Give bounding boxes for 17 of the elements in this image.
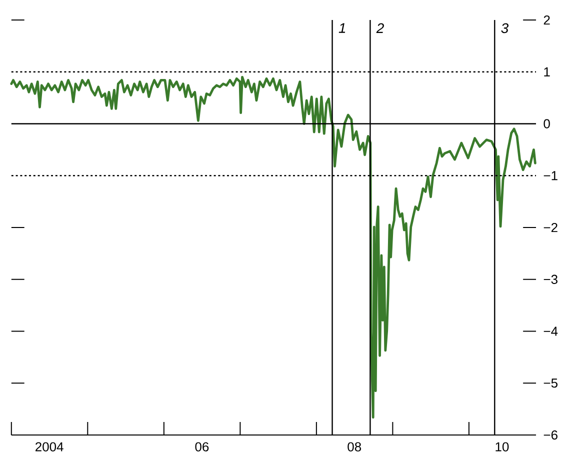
y-tick-label: −1 [544,171,558,180]
x-tick-label: 10 [496,442,509,452]
y-tick-label: 2 [544,15,550,25]
y-tick-label: 1 [544,67,550,76]
y-tick-label: 0 [544,119,550,128]
y-tick-label: −4 [544,326,558,336]
y-tick-label: −3 [544,274,558,284]
x-tick-label: 06 [195,442,209,452]
x-tick-label: 08 [348,442,362,452]
ref-line-label: 3 [501,23,508,34]
ref-line-label: 2 [376,23,384,33]
y-tick-label: −5 [544,378,558,388]
ref-line-label: 1 [338,23,346,33]
y-tick-label: −2 [544,222,558,232]
line-series [10,76,536,419]
x-tick-label: 2004 [36,442,64,452]
y-tick-label: −6 [544,430,558,440]
